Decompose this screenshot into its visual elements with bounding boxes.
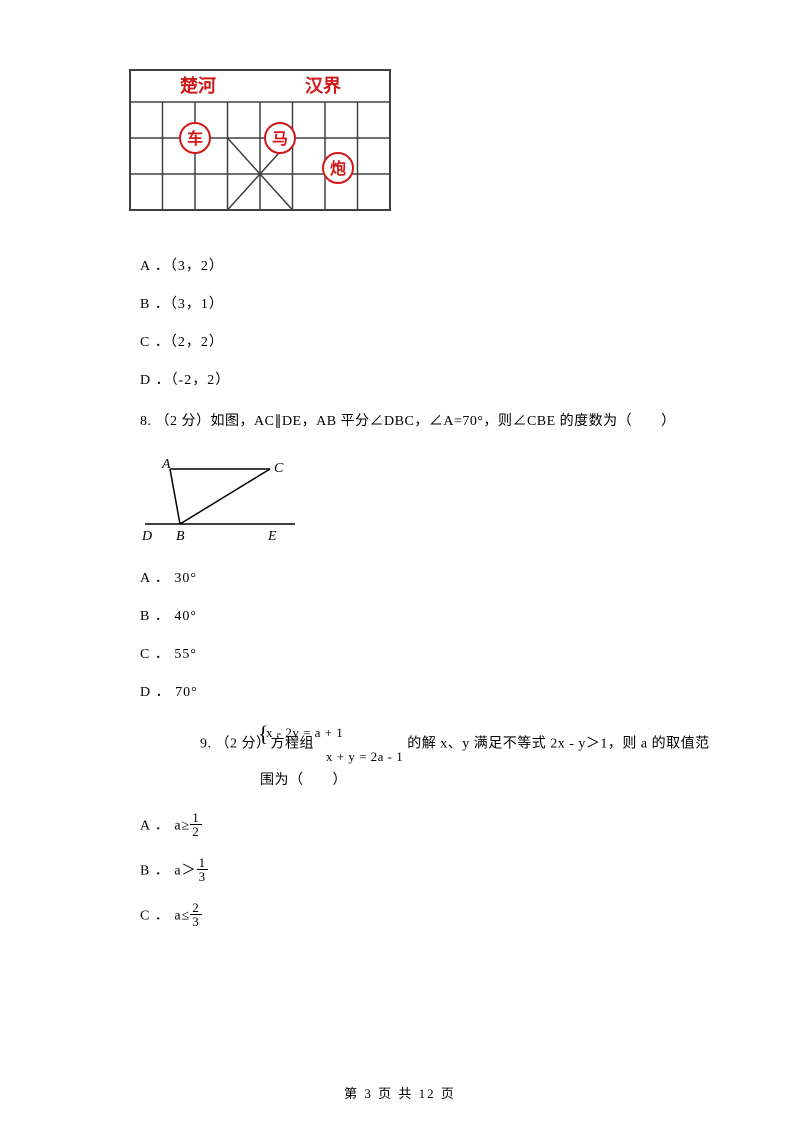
q8-option-d: D ． 70°	[140, 681, 720, 701]
chessboard-figure: 楚河 汉界 车 马 炮	[120, 60, 720, 225]
svg-text:D: D	[141, 529, 152, 544]
svg-text:A: A	[161, 457, 171, 472]
q9-option-c: C ． a≤23	[140, 903, 720, 930]
q8-option-c: C ． 55°	[140, 643, 720, 663]
q9-option-a: A ． a≥12	[140, 813, 720, 840]
q9-equation-system: { x - 2y = a + 1 x + y = 2a - 1	[318, 721, 403, 768]
chess-title-right: 汉界	[305, 76, 341, 96]
page-footer: 第 3 页 共 12 页	[0, 1083, 800, 1102]
q9-option-b: B ． a＞13	[140, 858, 720, 885]
svg-text:B: B	[176, 529, 185, 544]
q8-option-a: A ． 30°	[140, 567, 720, 587]
q7-option-a: A ．（3，2）	[140, 255, 720, 275]
q7-option-c: C ．（2，2）	[140, 331, 720, 351]
q8-diagram: A C D B E	[140, 454, 720, 549]
svg-text:E: E	[267, 529, 277, 544]
q8-option-b: B ． 40°	[140, 605, 720, 625]
chess-piece-ma: 马	[272, 130, 288, 148]
chess-title-left: 楚河	[180, 75, 216, 96]
q9-stem: 9. （2 分）方程组 { x - 2y = a + 1 x + y = 2a …	[200, 721, 720, 793]
q7-option-b: B ．（3，1）	[140, 293, 720, 313]
chess-piece-che: 车	[187, 129, 203, 148]
chess-piece-pao: 炮	[330, 159, 346, 178]
q7-option-d: D ．（-2，2）	[140, 369, 720, 389]
q8-stem: 8. （2 分）如图，AC∥DE，AB 平分∠DBC，∠A=70°，则∠CBE …	[140, 409, 720, 434]
svg-text:C: C	[274, 461, 284, 476]
